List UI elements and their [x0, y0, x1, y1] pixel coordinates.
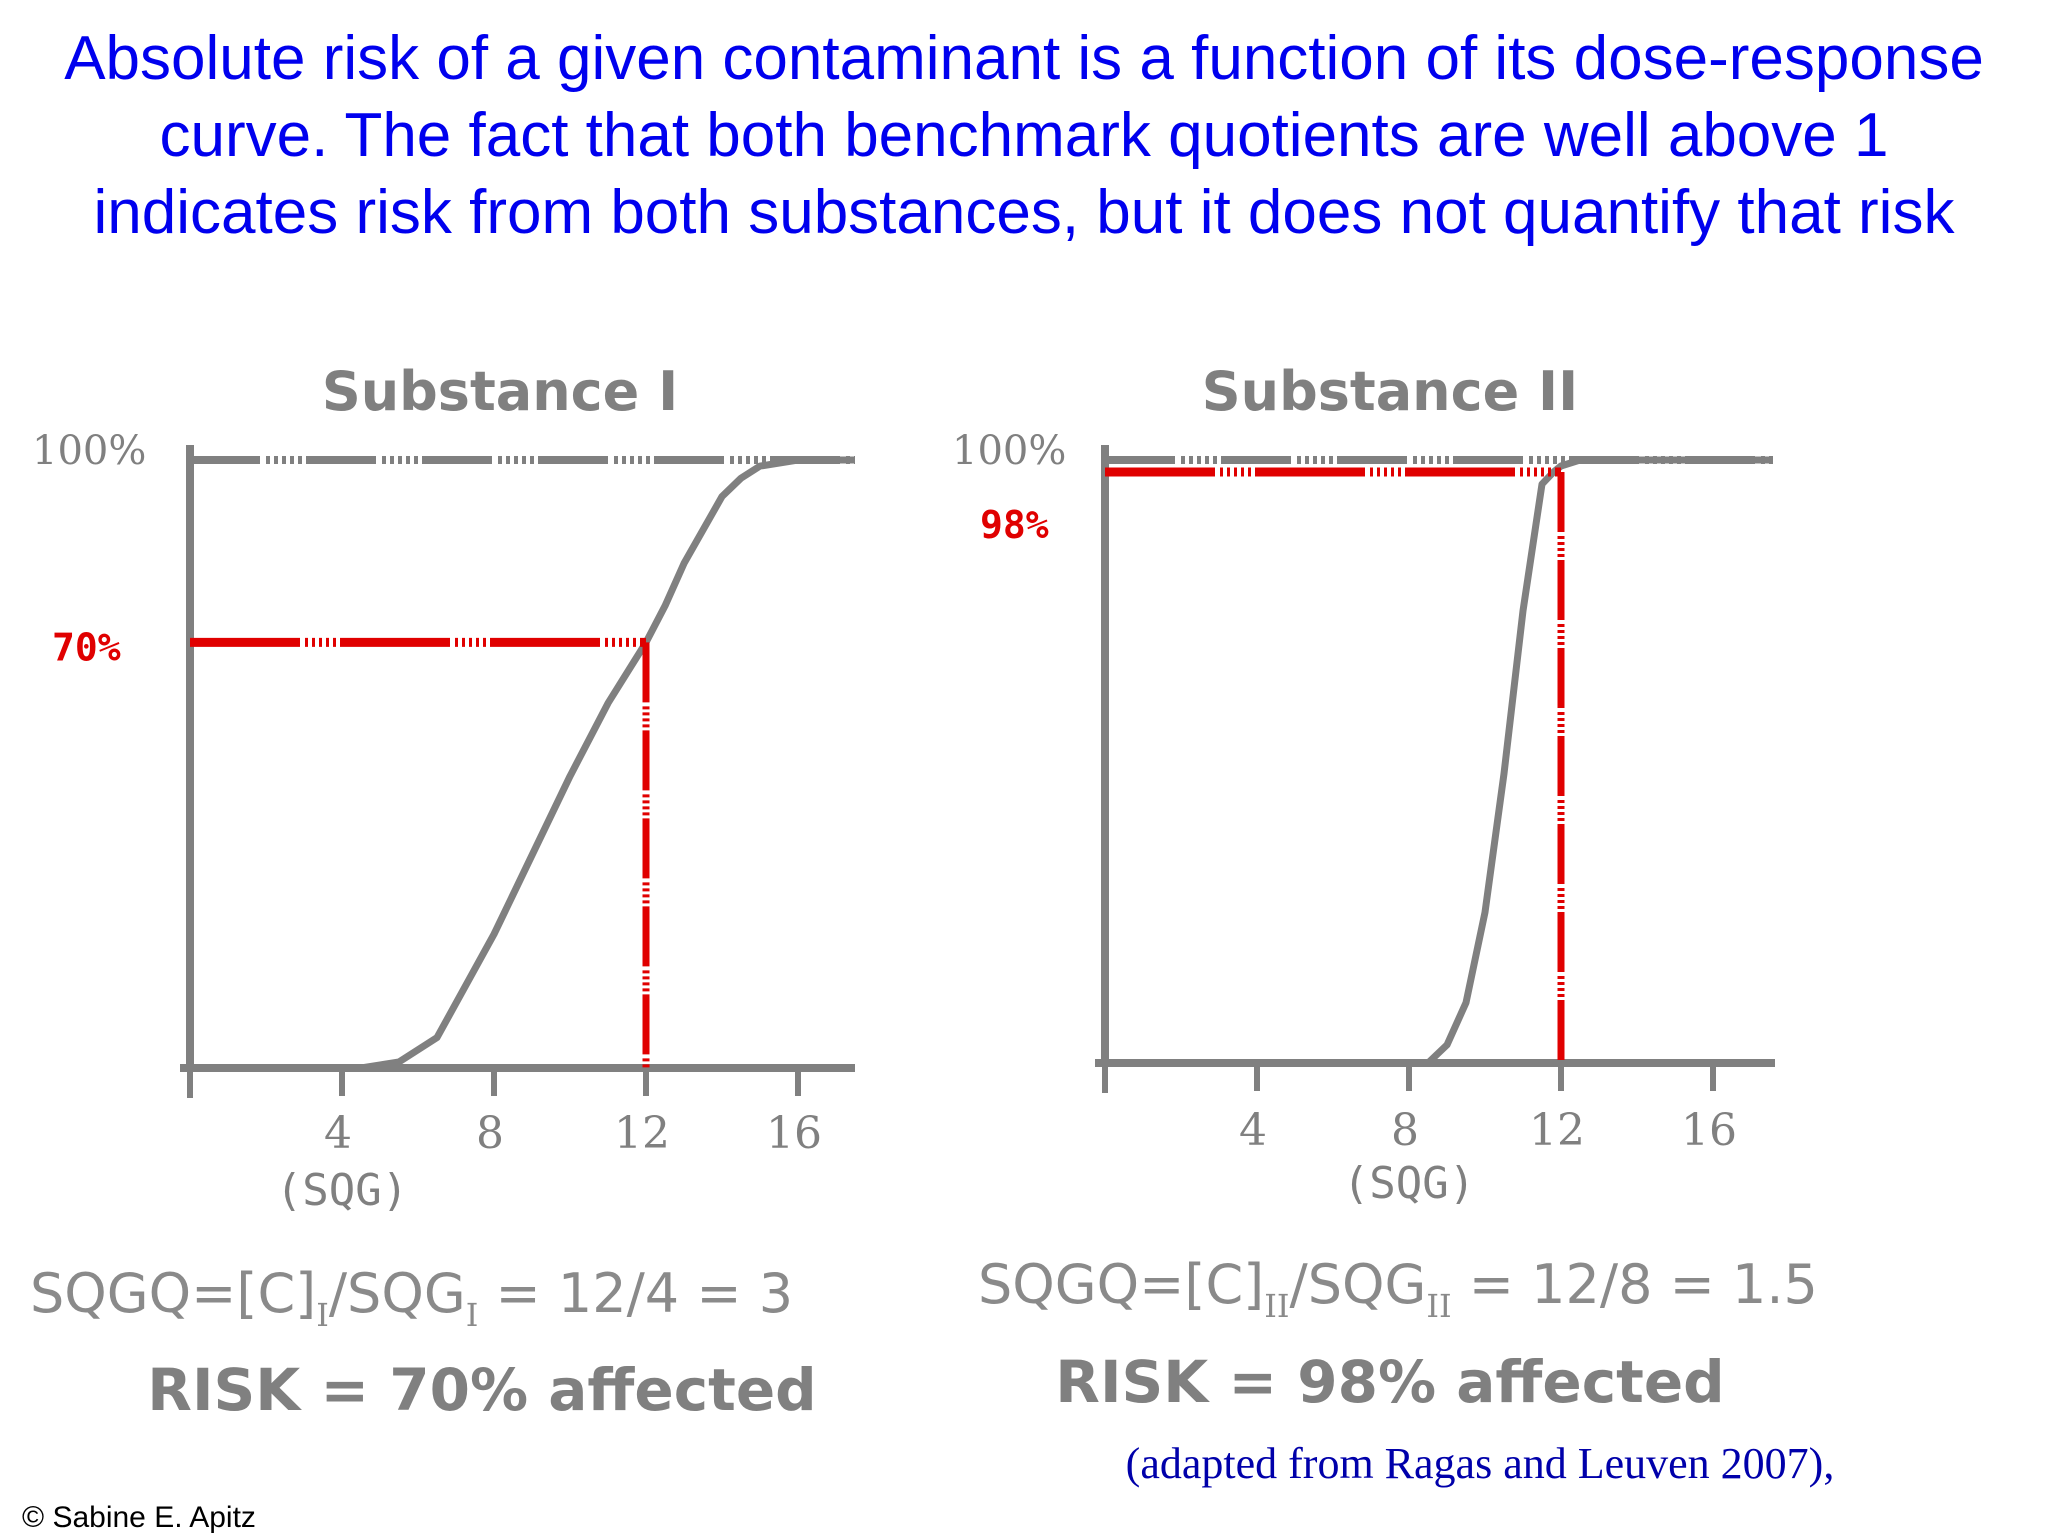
formula-part: /SQG	[1290, 1253, 1427, 1316]
x-tick-label: 12	[614, 1108, 670, 1159]
reference-label: 70%	[52, 625, 121, 669]
x-axis-label: (SQG)	[1343, 1158, 1475, 1209]
formula-subscript: I	[316, 1296, 329, 1334]
x-axis-label: (SQG)	[276, 1165, 408, 1216]
formula-part: /SQG	[329, 1262, 466, 1325]
x-tick-label: 8	[476, 1108, 504, 1159]
x-tick-label: 12	[1529, 1105, 1585, 1156]
headline: Absolute risk of a given contaminant is …	[64, 24, 1984, 247]
formula-part: SQGQ=[C]	[978, 1253, 1264, 1316]
chart-title: Substance I	[322, 360, 678, 423]
copyright: © Sabine E. Apitz	[22, 1501, 256, 1534]
formula-part: = 12/8 = 1.5	[1452, 1253, 1818, 1316]
chart-substance-2: Substance II 100%4 8 12 16(SQG)98%SQGQ=[C]I…	[952, 360, 1818, 1416]
y-top-label: 100%	[952, 428, 1066, 474]
sqgq-formula: SQGQ=[C]II/SQGII = 12/8 = 1.5	[978, 1253, 1818, 1325]
risk-statement: RISK = 70% affected	[147, 1356, 816, 1424]
dose-response-curve	[190, 456, 855, 1072]
formula-subscript: I	[466, 1296, 479, 1334]
sqgq-formula: SQGQ=[C]I/SQGI = 12/4 = 3	[30, 1262, 793, 1334]
formula-subscript: II	[1426, 1287, 1451, 1325]
formula-part: = 12/4 = 3	[478, 1262, 793, 1325]
x-tick-label: 4	[324, 1108, 352, 1159]
x-tick-label: 16	[1681, 1105, 1737, 1156]
formula-part: SQGQ=[C]	[30, 1262, 316, 1325]
citation: (adapted from Ragas and Leuven 2007),	[1126, 1439, 1835, 1488]
y-top-label: 100%	[32, 428, 146, 474]
dose-response-curve	[1105, 456, 1770, 1067]
x-tick-label: 4	[1239, 1105, 1267, 1156]
chart-substance-1: Substance I 100%4 8 12 16(SQG)70%SQGQ=[C]I/…	[30, 360, 855, 1424]
formula-subscript: II	[1264, 1287, 1289, 1325]
x-tick-label: 16	[766, 1108, 822, 1159]
x-tick-label: 8	[1391, 1105, 1419, 1156]
risk-statement: RISK = 98% affected	[1055, 1348, 1724, 1416]
reference-label: 98%	[980, 503, 1049, 547]
chart-title: Substance II	[1202, 360, 1578, 423]
